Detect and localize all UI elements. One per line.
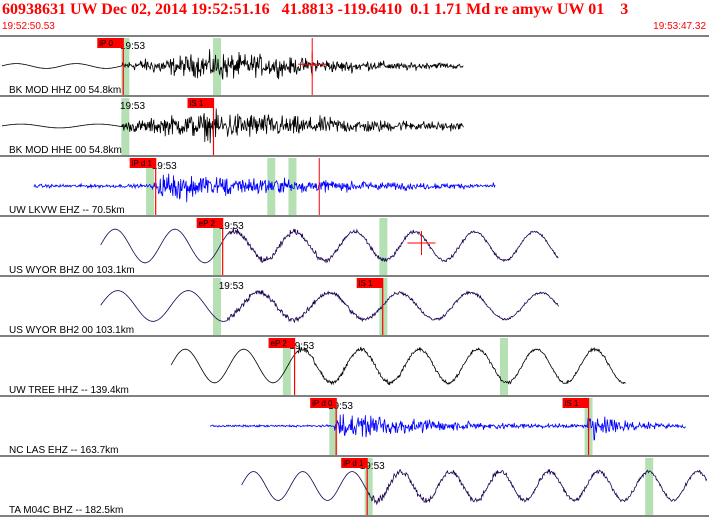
event-summary-line: 60938631 UW Dec 02, 2014 19:52:51.16 41.… [2, 1, 629, 18]
trace-panel[interactable]: 19:53 iS 1 BK MOD HHE 00 54.8km [0, 98, 709, 157]
phase-pick-label: iP d 1 [343, 459, 364, 468]
waveform-trace [1, 49, 464, 80]
trace-panel[interactable]: 19:53 iP 0 BK MOD HHZ 00 54.8km [0, 38, 709, 97]
waveform-trace [1, 108, 464, 144]
channel-label: BK MOD HHE 00 54.8km [9, 145, 122, 156]
channel-label: BK MOD HHZ 00 54.8km [9, 85, 121, 96]
analysis-window-band [213, 218, 222, 275]
channel-label: TA M04C BHZ -- 182.5km [9, 505, 123, 516]
phase-pick-marker[interactable] [356, 278, 383, 288]
analysis-window-band [499, 338, 508, 395]
phase-pick-marker[interactable] [196, 218, 223, 228]
phase-pick-marker[interactable] [268, 338, 295, 348]
analysis-window-band [364, 458, 373, 515]
phase-pick-label: eP 2 [199, 219, 216, 228]
channel-label: UW LKVW EHZ -- 70.5km [9, 205, 125, 216]
waveform-trace [33, 173, 496, 203]
trace-time-label: 19:53 [328, 401, 353, 412]
channel-label: NC LAS EHZ -- 163.7km [9, 445, 118, 456]
phase-pick-marker[interactable] [187, 98, 214, 108]
trace-panel[interactable]: 19:53 iS 1 US WYOR BH2 00 103.1km [0, 278, 709, 337]
window-start-time: 19:52:50.53 [2, 21, 55, 32]
waveform-trace [170, 346, 626, 386]
window-end-time: 19:53:47.32 [653, 21, 706, 32]
analysis-window-band [379, 278, 388, 335]
phase-pick-marker[interactable] [310, 398, 337, 408]
trace-time-label: 19:53 [219, 221, 244, 232]
waveform-trace [209, 414, 686, 441]
phase-pick-marker[interactable] [97, 38, 124, 48]
trace-time-label: 19:53 [289, 341, 314, 352]
analysis-window-band [146, 158, 155, 215]
phase-pick-label: iS 1 [565, 399, 579, 408]
phase-pick-label: iP d 1 [132, 159, 153, 168]
waveform-trace [100, 290, 559, 324]
waveform-trace [100, 227, 559, 264]
phase-pick-label: iP d 0 [312, 399, 333, 408]
phase-pick-marker[interactable] [562, 398, 589, 408]
event-header: 60938631 UW Dec 02, 2014 19:52:51.16 41.… [0, 0, 709, 36]
channel-label: UW TREE HHZ -- 139.4km [9, 385, 129, 396]
phase-pick-label: iS 1 [359, 279, 373, 288]
analysis-window-band [379, 218, 388, 275]
phase-pick-marker[interactable] [341, 458, 368, 468]
waveform-trace [241, 468, 708, 506]
phase-pick-label: iS 1 [190, 99, 204, 108]
channel-label: US WYOR BH2 00 103.1km [9, 325, 134, 336]
analysis-window-band [645, 458, 654, 515]
channel-label: US WYOR BHZ 00 103.1km [9, 265, 135, 276]
trace-time-label: 19:53 [360, 461, 385, 472]
analysis-window-band [213, 278, 222, 335]
trace-time-label: 19:53 [219, 281, 244, 292]
phase-pick-label: iP 0 [99, 39, 113, 48]
trace-time-label: 19:53 [152, 161, 177, 172]
trace-time-label: 19:53 [120, 101, 145, 112]
phase-pick-marker[interactable] [129, 158, 156, 168]
analysis-window-band [282, 338, 291, 395]
trace-time-label: 19:53 [120, 41, 145, 52]
phase-pick-label: eP 2 [271, 339, 288, 348]
